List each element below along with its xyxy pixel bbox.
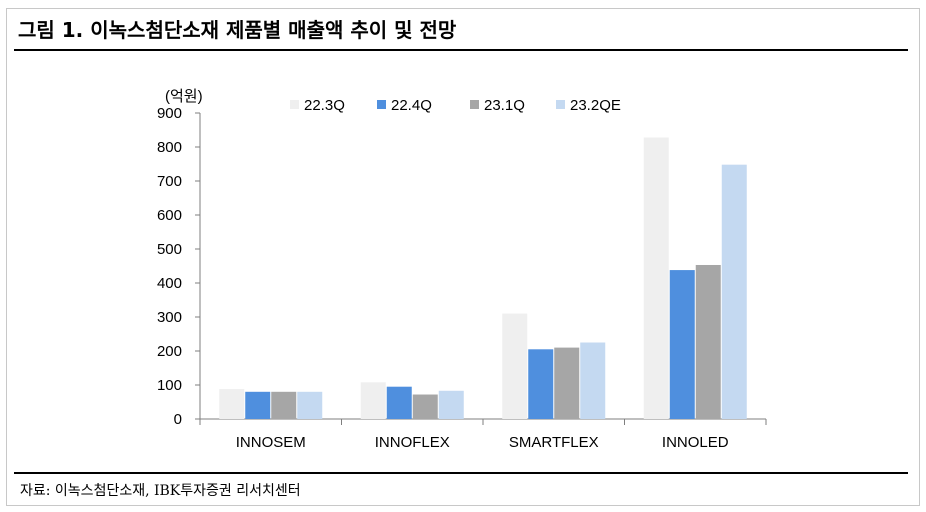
y-tick-label: 100 — [157, 377, 182, 394]
bar-23-1Q-innosem — [271, 391, 297, 419]
bar-22-4Q-innosem — [245, 391, 271, 419]
y-unit-label: (억원) — [165, 88, 203, 105]
legend-swatch — [290, 100, 299, 109]
bar-23-1Q-innoflex — [412, 394, 438, 419]
title-rule — [14, 49, 908, 51]
legend-swatch — [470, 100, 479, 109]
bar-23-1Q-innoled — [695, 264, 721, 419]
y-tick-label: 600 — [157, 207, 182, 224]
source-rule — [14, 472, 908, 474]
y-tick-label: 500 — [157, 241, 182, 258]
x-tick-label: INNOSEM — [236, 434, 306, 451]
bar-23-2QE-innosem — [297, 391, 323, 419]
legend-label: 23.1Q — [484, 97, 525, 114]
x-tick-label: INNOLED — [662, 434, 729, 451]
legend-label: 23.2QE — [570, 97, 621, 114]
legend-label: 22.4Q — [391, 97, 432, 114]
x-tick-label: SMARTFLEX — [509, 434, 599, 451]
bar-23-2QE-innoled — [721, 164, 747, 419]
bar-22-3Q-innoflex — [360, 382, 386, 419]
bar-22-3Q-innoled — [643, 137, 669, 420]
source-note: 자료: 이녹스첨단소재, IBK투자증권 리서치센터 — [20, 483, 301, 499]
bar-22-4Q-innoflex — [386, 386, 412, 419]
bar-23-2QE-smartflex — [580, 342, 606, 419]
y-tick-label: 200 — [157, 343, 182, 360]
y-tick-label: 800 — [157, 139, 182, 156]
legend-label: 22.3Q — [304, 97, 345, 114]
y-tick-label: 700 — [157, 173, 182, 190]
bar-23-2QE-innoflex — [438, 390, 464, 419]
y-tick-label: 400 — [157, 275, 182, 292]
bar-22-3Q-smartflex — [502, 313, 528, 419]
bar-22-3Q-innosem — [219, 389, 245, 419]
bar-23-1Q-smartflex — [554, 347, 580, 419]
bar-22-4Q-smartflex — [528, 349, 554, 419]
y-tick-label: 300 — [157, 309, 182, 326]
x-tick-label: INNOFLEX — [375, 434, 450, 451]
bar-22-4Q-innoled — [669, 270, 695, 419]
legend-swatch — [556, 100, 565, 109]
legend-swatch — [377, 100, 386, 109]
figure-title: 그림 1. 이녹스첨단소재 제품별 매출액 추이 및 전망 — [18, 18, 457, 42]
y-tick-label: 900 — [157, 105, 182, 122]
figure-frame — [6, 8, 920, 506]
y-tick-label: 0 — [174, 411, 182, 428]
